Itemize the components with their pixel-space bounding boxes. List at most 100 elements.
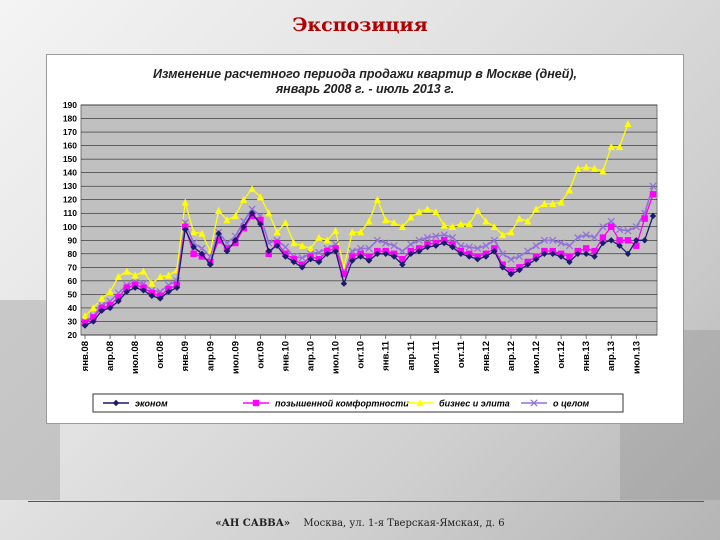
x-tick-label: июл.11	[431, 340, 442, 373]
data-point	[273, 242, 281, 249]
data-point	[256, 193, 265, 201]
data-point	[265, 247, 272, 255]
data-point	[123, 267, 131, 275]
y-tick-label: 20	[68, 330, 78, 340]
data-point	[507, 228, 515, 236]
data-point	[590, 233, 599, 242]
data-point	[540, 199, 549, 207]
data-point	[532, 242, 540, 250]
chart-title-line2: январь 2008 г. - июль 2013 г.	[275, 82, 455, 96]
data-point	[407, 240, 415, 248]
data-point	[373, 195, 381, 203]
data-point	[532, 256, 540, 263]
data-point	[115, 297, 122, 305]
data-point	[482, 217, 490, 225]
data-point	[252, 399, 260, 407]
data-point	[566, 253, 573, 260]
data-point	[290, 258, 298, 266]
y-tick-label: 30	[68, 316, 78, 326]
x-tick-label: апр.08	[105, 341, 116, 371]
x-tick-label: янв.11	[381, 340, 392, 371]
data-point	[123, 288, 130, 295]
data-point	[398, 222, 407, 230]
data-point	[407, 250, 414, 258]
data-point	[591, 247, 598, 255]
data-point	[633, 237, 640, 244]
data-point	[599, 223, 607, 231]
data-point	[248, 210, 256, 217]
x-tick-label: янв.12	[481, 341, 492, 371]
legend-label: о целом	[553, 399, 590, 409]
data-point	[532, 205, 540, 213]
data-point	[189, 228, 198, 236]
data-point	[608, 223, 615, 230]
footer-address: Москва, ул. 1-я Тверская-Ямская, д. 6	[303, 518, 505, 529]
data-point	[139, 267, 148, 275]
data-point	[131, 284, 139, 291]
data-point	[248, 205, 256, 213]
x-tick-label: окт.09	[255, 341, 266, 369]
x-tick-label: июл.10	[331, 341, 342, 374]
data-point	[298, 264, 306, 271]
data-point	[423, 205, 432, 213]
data-point	[131, 271, 139, 279]
data-point	[633, 242, 640, 249]
y-tick-label: 70	[68, 262, 78, 272]
x-tick-label: янв.09	[180, 341, 191, 371]
data-point	[465, 220, 473, 228]
legend-label: бизнес и элита	[439, 399, 510, 409]
data-point	[348, 247, 356, 255]
data-point	[282, 253, 289, 260]
data-point	[365, 217, 373, 225]
y-tick-label: 190	[63, 100, 77, 110]
data-point	[215, 237, 222, 244]
data-point	[624, 120, 632, 128]
data-point	[349, 253, 356, 260]
data-point	[382, 216, 390, 224]
chart-title-line1: Изменение расчетного периода продажи ква…	[153, 67, 577, 81]
legend-label: позышенной комфортности	[275, 399, 409, 409]
data-point	[624, 227, 632, 235]
data-point	[641, 215, 648, 222]
data-point	[349, 257, 356, 264]
data-point	[190, 243, 197, 251]
data-point	[265, 209, 273, 217]
y-tick-label: 150	[63, 154, 77, 164]
data-point	[615, 143, 624, 151]
data-point	[114, 273, 123, 281]
data-point	[373, 236, 381, 244]
data-point	[140, 287, 147, 294]
data-point	[390, 218, 398, 226]
data-point	[566, 258, 573, 266]
data-point	[423, 233, 432, 242]
data-point	[207, 261, 214, 268]
data-point	[257, 220, 264, 228]
data-point	[549, 199, 557, 207]
y-tick-label: 50	[68, 289, 78, 299]
data-point	[190, 250, 197, 258]
x-tick-label: июл.13	[631, 341, 642, 374]
data-point	[90, 314, 97, 321]
data-point	[315, 258, 323, 266]
data-point	[198, 229, 206, 237]
data-point	[315, 248, 323, 257]
data-point	[608, 237, 615, 244]
data-point	[524, 247, 532, 255]
data-point	[407, 213, 415, 221]
chart-panel: Изменение расчетного периода продажи ква…	[46, 54, 684, 424]
data-point	[574, 164, 582, 172]
data-point	[182, 226, 189, 233]
data-point	[440, 221, 448, 229]
data-point	[173, 284, 181, 291]
x-tick-label: июл.08	[130, 341, 141, 374]
data-point	[106, 304, 114, 312]
data-point	[323, 236, 331, 244]
data-point	[374, 250, 381, 258]
data-point	[499, 231, 507, 239]
data-point	[357, 253, 364, 260]
data-point	[473, 244, 482, 253]
x-tick-label: окт.12	[556, 341, 567, 369]
data-point	[106, 287, 114, 295]
data-point	[649, 182, 657, 190]
data-point	[273, 228, 281, 236]
